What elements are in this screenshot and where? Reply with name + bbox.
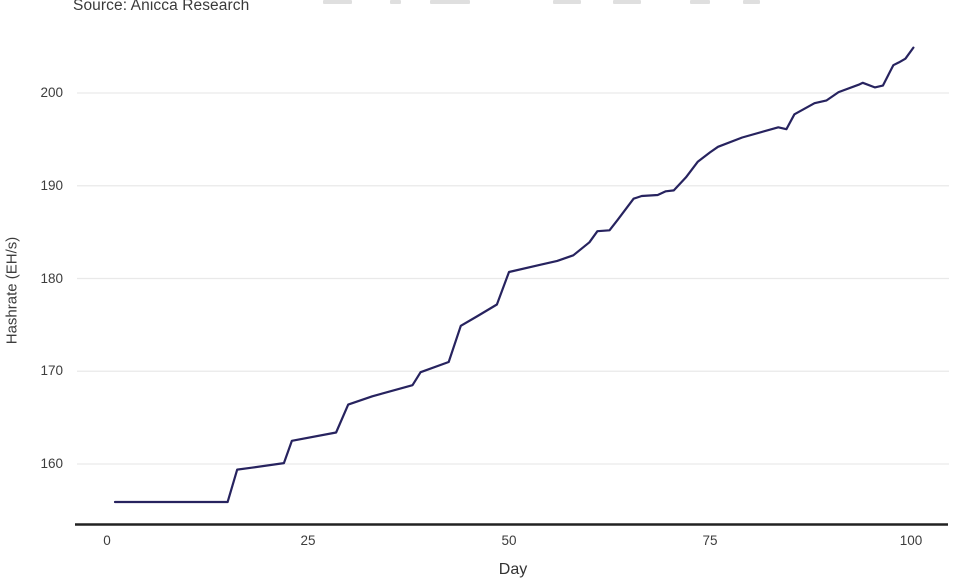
clipped-title-fragment: [613, 0, 641, 4]
x-tick-label-75: 75: [702, 533, 718, 548]
clipped-title-fragment: [390, 0, 401, 4]
clipped-title-fragment: [743, 0, 760, 4]
x-axis-title: Day: [498, 561, 528, 578]
y-tick-label-180: 180: [40, 270, 63, 286]
y-tick-label-160: 160: [40, 456, 63, 471]
y-tick-label-170: 170: [40, 363, 63, 379]
clipped-title-fragment: [430, 0, 470, 4]
y-tick-label-190: 190: [40, 177, 63, 193]
source-note: Source: Anicca Research: [73, 0, 250, 14]
y-tick-label-200: 200: [40, 85, 63, 100]
horizontal-gridlines: [77, 92, 949, 465]
hashrate-series-line: [113, 46, 915, 504]
x-tick-label-100: 100: [899, 533, 923, 548]
x-tick-label-25: 25: [300, 533, 316, 548]
x-tick-label-50: 50: [501, 533, 517, 548]
clipped-title-fragment: [323, 0, 352, 4]
x-tick-label-0: 0: [103, 533, 111, 548]
clipped-title-fragment: [690, 0, 710, 4]
clipped-title-fragment: [553, 0, 581, 4]
